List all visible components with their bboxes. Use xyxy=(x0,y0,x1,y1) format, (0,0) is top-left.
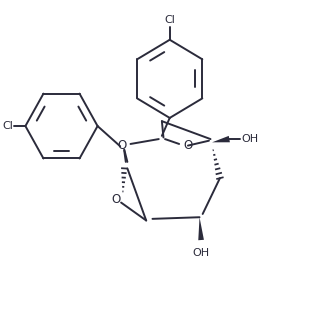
Text: O: O xyxy=(112,193,121,206)
Text: O: O xyxy=(183,139,192,152)
Text: OH: OH xyxy=(241,134,258,144)
Polygon shape xyxy=(198,217,204,240)
Text: OH: OH xyxy=(193,248,210,258)
Polygon shape xyxy=(212,136,230,142)
Text: O: O xyxy=(117,139,127,152)
Text: Cl: Cl xyxy=(2,121,13,131)
Text: Cl: Cl xyxy=(164,15,175,25)
